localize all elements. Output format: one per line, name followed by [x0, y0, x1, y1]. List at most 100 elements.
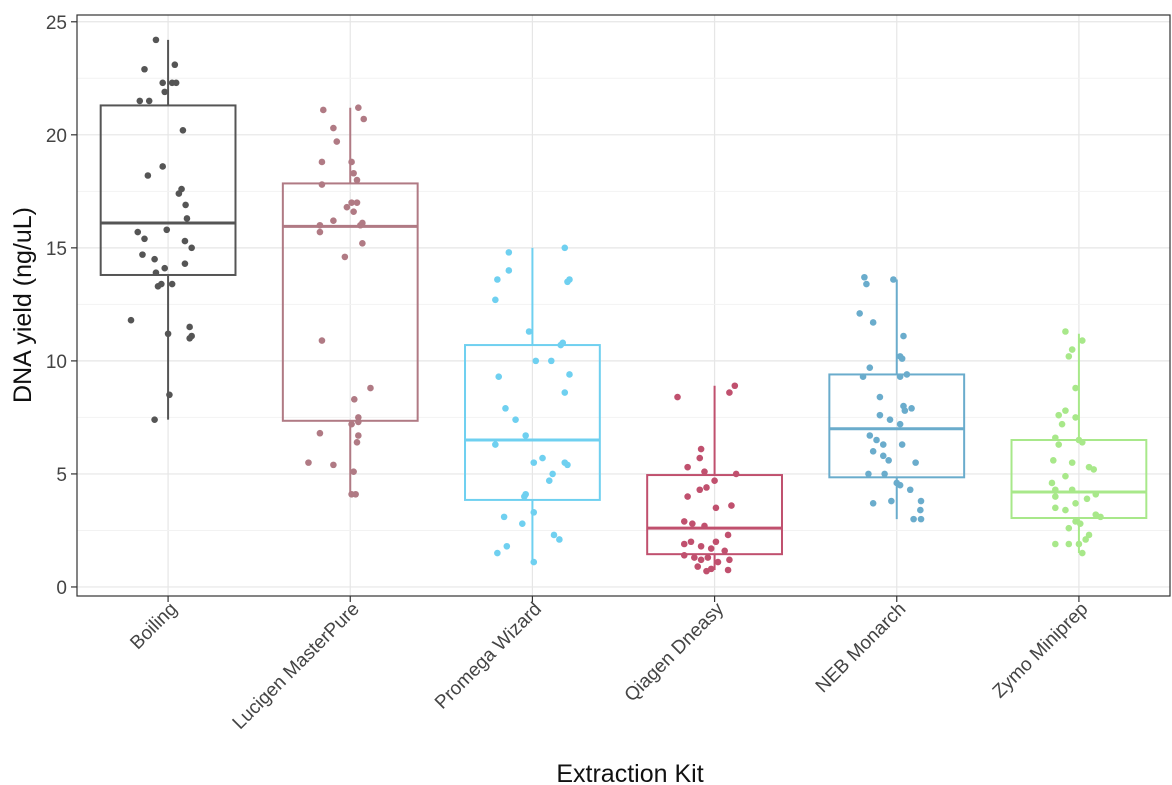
- data-point: [348, 158, 355, 166]
- data-point: [316, 221, 324, 229]
- y-tick-label: 25: [46, 13, 67, 34]
- data-point: [151, 255, 158, 263]
- data-point: [494, 276, 501, 283]
- data-point: [152, 269, 160, 277]
- x-tick-label: NEB Monarch: [812, 599, 910, 697]
- data-point: [696, 454, 704, 462]
- data-point: [726, 389, 733, 396]
- data-point: [494, 549, 501, 557]
- data-point: [144, 172, 152, 179]
- data-point: [696, 486, 704, 494]
- data-point: [714, 558, 722, 566]
- data-point: [343, 203, 351, 211]
- data-point: [525, 328, 533, 335]
- data-point: [724, 566, 732, 574]
- data-point: [674, 393, 681, 401]
- data-point: [367, 384, 374, 392]
- data-point: [1048, 479, 1056, 487]
- data-point: [360, 115, 368, 123]
- data-point: [898, 441, 906, 448]
- data-point: [703, 567, 710, 575]
- data-point: [532, 357, 540, 365]
- data-point: [171, 61, 179, 69]
- data-point: [1052, 504, 1059, 512]
- data-point: [1052, 493, 1059, 500]
- data-point: [141, 235, 148, 243]
- data-point: [521, 493, 528, 500]
- data-point: [330, 217, 337, 225]
- data-point: [888, 497, 895, 505]
- x-tick-label: Boiling: [126, 599, 181, 654]
- data-point: [547, 357, 555, 365]
- data-point: [333, 138, 341, 145]
- data-point: [512, 416, 519, 423]
- data-point: [1068, 346, 1076, 353]
- y-axis-title: DNA yield (ng/uL): [9, 207, 37, 403]
- data-point: [703, 484, 710, 491]
- data-point: [697, 445, 705, 453]
- data-point: [159, 163, 166, 170]
- data-point: [492, 441, 499, 448]
- data-point: [726, 556, 733, 564]
- data-point: [701, 468, 708, 475]
- data-point: [896, 373, 904, 381]
- data-point: [917, 497, 925, 505]
- data-point: [1072, 414, 1079, 421]
- data-point: [353, 199, 361, 206]
- data-point: [319, 106, 327, 114]
- data-point: [355, 418, 362, 426]
- data-point: [151, 416, 158, 423]
- data-point: [154, 282, 162, 290]
- data-point: [145, 97, 153, 105]
- data-point: [350, 468, 357, 475]
- data-point: [134, 228, 142, 236]
- data-point: [502, 405, 509, 412]
- data-point: [876, 393, 884, 401]
- data-point: [350, 208, 357, 215]
- data-point: [564, 278, 571, 286]
- data-point: [1097, 513, 1104, 521]
- data-point: [866, 432, 874, 439]
- data-point: [556, 536, 563, 543]
- data-point: [908, 405, 915, 412]
- data-point: [316, 228, 324, 236]
- data-point: [694, 563, 702, 570]
- data-point: [901, 407, 909, 414]
- data-point: [1062, 506, 1069, 514]
- y-axis: 0 5 10 15 20 25: [46, 13, 77, 599]
- data-point: [898, 355, 906, 362]
- data-point: [341, 253, 349, 261]
- y-tick-label: 0: [56, 578, 67, 599]
- minor-gridlines: [77, 77, 1170, 531]
- data-point: [179, 126, 187, 134]
- data-point: [348, 420, 355, 428]
- data-point: [519, 520, 526, 527]
- data-point: [1052, 540, 1059, 548]
- data-point: [917, 515, 925, 523]
- y-tick-label: 20: [46, 126, 67, 147]
- data-point: [175, 190, 183, 197]
- data-point: [890, 276, 897, 283]
- y-tick-label: 5: [56, 465, 67, 486]
- data-point: [691, 554, 698, 561]
- data-point: [305, 459, 312, 466]
- data-point: [900, 332, 907, 340]
- data-point: [869, 448, 877, 455]
- data-point: [181, 237, 189, 245]
- data-point: [355, 104, 362, 111]
- data-point: [168, 280, 176, 288]
- data-point: [355, 432, 362, 439]
- jitter-points: [127, 36, 1104, 575]
- x-tick-label: Lucigen MasterPure: [229, 599, 364, 734]
- data-point: [355, 414, 362, 421]
- x-axis: Boiling Lucigen MasterPure Promega Wizard Q…: [126, 596, 1092, 734]
- data-point: [886, 416, 894, 423]
- data-point: [1082, 536, 1089, 543]
- data-point: [1065, 524, 1073, 532]
- data-point: [1078, 549, 1086, 557]
- data-point: [505, 267, 513, 274]
- x-tick-label: Zymo Miniprep: [989, 599, 1093, 703]
- data-point: [869, 500, 877, 507]
- data-point: [865, 470, 872, 478]
